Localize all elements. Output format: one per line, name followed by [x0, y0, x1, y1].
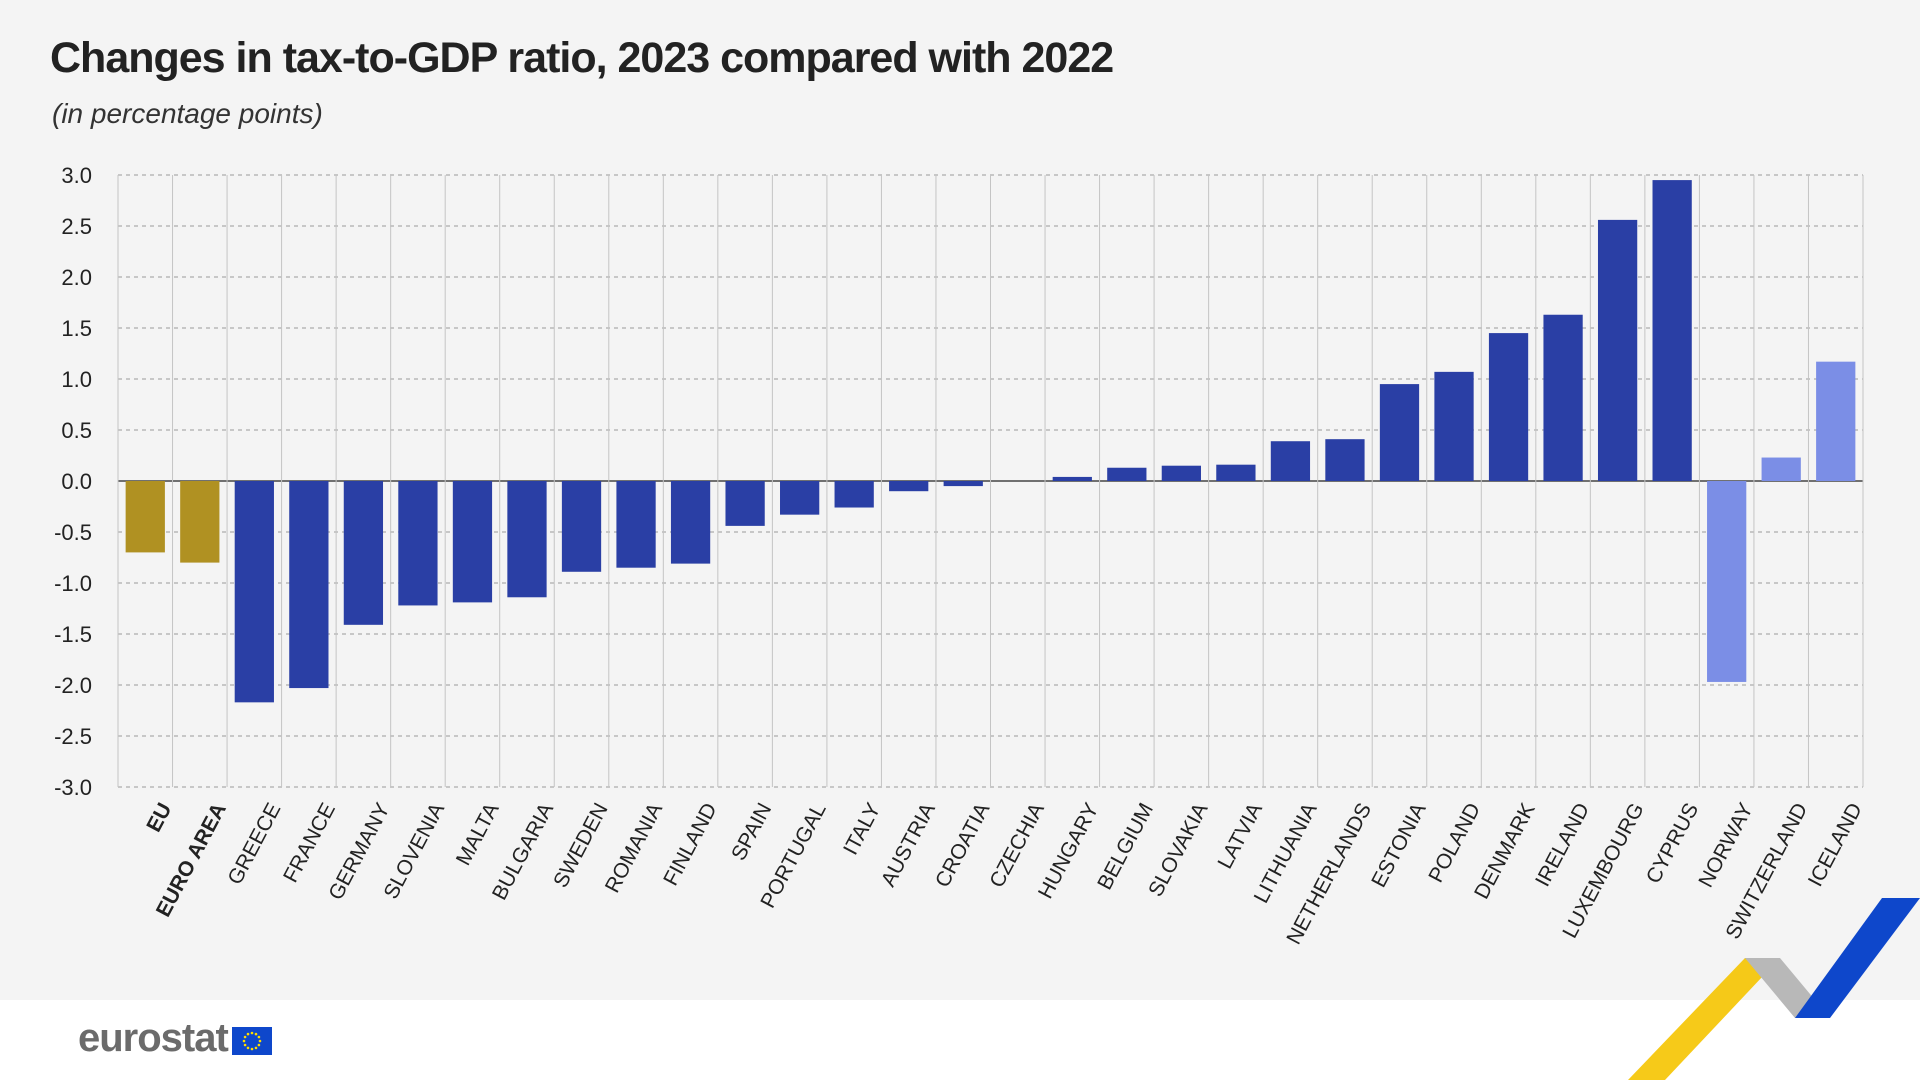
flag-star-icon	[254, 1032, 258, 1035]
bar-greece[interactable]	[234, 481, 274, 703]
y-axis-ticks: 3.0 2.5 2.0 1.5 1.0 0.5 0.0 -0.5 -1.0 -1.5 -2.0 -2.…	[54, 163, 92, 800]
flag-star-icon	[243, 1043, 247, 1046]
y-tick-label: 0.5	[61, 418, 92, 443]
y-tick-label: -2.5	[54, 724, 92, 749]
bar-estonia[interactable]	[1379, 384, 1420, 481]
bar-slovenia[interactable]	[398, 481, 438, 606]
bar-slovakia[interactable]	[1161, 465, 1201, 481]
flag-star-icon	[246, 1032, 250, 1035]
bar-switzerland[interactable]	[1761, 457, 1801, 481]
y-tick-label: -3.0	[54, 775, 92, 800]
bar-euro-area[interactable]	[180, 481, 220, 563]
bar-eu[interactable]	[125, 481, 165, 553]
flag-star-icon	[250, 1031, 254, 1034]
y-tick-label: -1.0	[54, 571, 92, 596]
flag-star-icon	[246, 1046, 250, 1049]
bar-italy[interactable]	[834, 481, 874, 508]
chart-title: Changes in tax-to-GDP ratio, 2023 compar…	[50, 34, 1114, 82]
bar-chart: 3.0 2.5 2.0 1.5 1.0 0.5 0.0 -0.5 -1.0 -1.5 -2.0 -2.…	[54, 163, 1867, 948]
bars	[125, 180, 1856, 703]
bar-hungary[interactable]	[1052, 476, 1092, 481]
bar-croatia[interactable]	[943, 481, 983, 487]
bar-malta[interactable]	[452, 481, 493, 603]
eurostat-wordmark: eurostat	[78, 1016, 229, 1060]
bar-bulgaria[interactable]	[507, 481, 547, 598]
y-tick-label: 1.0	[61, 367, 92, 392]
flag-star-icon	[257, 1043, 261, 1046]
bar-luxembourg[interactable]	[1597, 219, 1638, 481]
deco-blue-stripe	[1795, 898, 1920, 1018]
bar-france[interactable]	[289, 481, 329, 689]
y-tick-label: -2.0	[54, 673, 92, 698]
flag-star-icon	[242, 1039, 246, 1042]
flag-star-icon	[254, 1046, 258, 1049]
bar-romania[interactable]	[616, 481, 656, 568]
eurostat-logo[interactable]: eurostat	[78, 1016, 272, 1061]
bar-germany[interactable]	[343, 481, 384, 625]
deco-yellow-stripe	[1628, 958, 1780, 1080]
bar-finland[interactable]	[670, 481, 711, 564]
bar-spain[interactable]	[725, 481, 765, 526]
y-tick-label: -0.5	[54, 520, 92, 545]
bar-netherlands[interactable]	[1325, 439, 1365, 481]
chart-subtitle: (in percentage points)	[52, 98, 323, 129]
bar-ireland[interactable]	[1543, 314, 1583, 481]
flag-star-icon	[257, 1035, 261, 1038]
bar-iceland[interactable]	[1816, 361, 1856, 481]
bar-denmark[interactable]	[1488, 333, 1529, 481]
bar-sweden[interactable]	[561, 481, 602, 572]
flag-star-icon	[250, 1047, 254, 1050]
y-tick-label: 2.5	[61, 214, 92, 239]
bar-lithuania[interactable]	[1270, 441, 1311, 481]
eu-flag-icon	[231, 1026, 272, 1055]
footer-band	[0, 1000, 1920, 1080]
bar-austria[interactable]	[889, 481, 929, 492]
flag-star-icon	[258, 1039, 262, 1042]
y-tick-label: 0.0	[61, 469, 92, 494]
y-tick-label: -1.5	[54, 622, 92, 647]
y-tick-label: 2.0	[61, 265, 92, 290]
bar-portugal[interactable]	[780, 481, 820, 515]
bar-belgium[interactable]	[1107, 467, 1147, 481]
y-tick-label: 1.5	[61, 316, 92, 341]
bar-cyprus[interactable]	[1652, 180, 1692, 481]
flag-star-icon	[243, 1035, 247, 1038]
bar-norway[interactable]	[1707, 481, 1747, 682]
bar-poland[interactable]	[1434, 371, 1474, 481]
y-tick-label: 3.0	[61, 163, 92, 188]
bar-latvia[interactable]	[1216, 464, 1256, 481]
